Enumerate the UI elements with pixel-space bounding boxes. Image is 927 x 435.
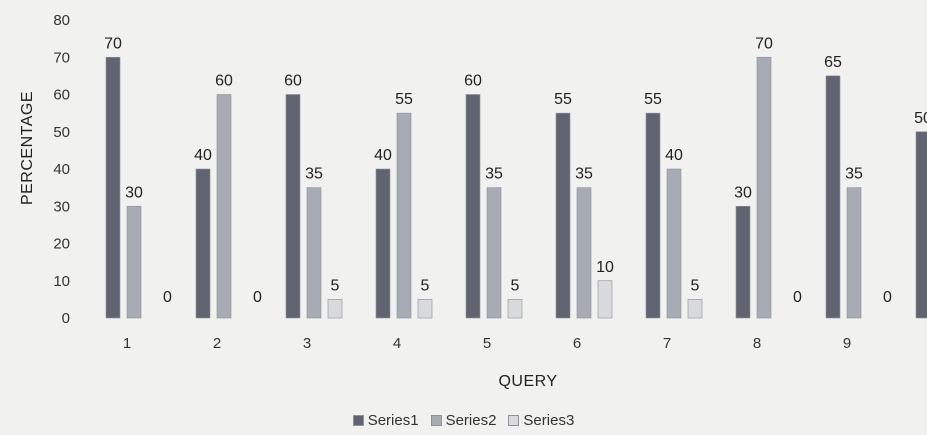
x-tick-label: 7 — [663, 335, 671, 352]
bar-series1-query-8 — [735, 205, 751, 319]
legend-label: Series2 — [445, 412, 497, 429]
bar-series2-query-3 — [306, 187, 322, 319]
data-label: 55 — [554, 91, 572, 108]
legend-swatch — [352, 415, 364, 426]
bar-series1-query-6 — [555, 112, 571, 319]
x-tick-label: 4 — [393, 335, 401, 352]
y-tick-label: 70 — [53, 49, 70, 66]
x-tick-label: 2 — [213, 335, 221, 352]
bar-series1-query-4 — [375, 168, 391, 319]
data-label: 5 — [331, 277, 340, 294]
x-tick-label: 3 — [303, 335, 311, 352]
data-labels: 7030040600603554055560355553510554053070… — [104, 35, 927, 306]
bar-series1-query-9 — [825, 75, 841, 319]
data-label: 35 — [575, 166, 593, 183]
data-label: 35 — [305, 166, 323, 183]
data-label: 70 — [755, 35, 773, 52]
x-tick-label: 8 — [753, 335, 761, 352]
data-label: 5 — [511, 277, 520, 294]
bar-series1-query-3 — [285, 94, 301, 319]
bar-series3-query-7 — [687, 299, 703, 319]
y-tick-label: 20 — [53, 236, 70, 253]
data-label: 55 — [395, 91, 413, 108]
bar-series2-query-2 — [216, 94, 232, 319]
y-tick-label: 30 — [53, 198, 70, 215]
y-axis-ticks: 0 10 20 30 40 50 60 70 80 — [53, 12, 70, 327]
bar-series2-query-9 — [846, 187, 862, 319]
data-label: 60 — [215, 73, 233, 90]
bar-series2-query-8 — [756, 56, 772, 319]
bar-series1-query-7 — [645, 112, 661, 319]
data-label: 0 — [163, 289, 172, 306]
data-label: 40 — [374, 147, 392, 164]
legend-label: Series3 — [523, 412, 575, 429]
bar-series1-query-10 — [915, 131, 927, 319]
x-axis-title: QUERY — [498, 373, 557, 390]
data-label: 60 — [464, 73, 482, 90]
bar-series2-query-4 — [396, 112, 412, 319]
data-label: 35 — [485, 166, 503, 183]
bar-series1-query-5 — [465, 94, 481, 319]
x-tick-label: 1 — [123, 335, 131, 352]
data-label: 35 — [845, 166, 863, 183]
data-label: 40 — [194, 147, 212, 164]
data-label: 30 — [125, 184, 143, 201]
data-label: 40 — [665, 147, 683, 164]
data-label: 55 — [644, 91, 662, 108]
bar-series3-query-6 — [597, 280, 613, 319]
legend-item-series1: Series1 — [352, 412, 419, 429]
bar-series3-query-5 — [507, 299, 523, 319]
bar-series2-query-7 — [666, 168, 682, 319]
data-label: 60 — [284, 73, 302, 90]
data-label: 30 — [734, 184, 752, 201]
legend-item-series2: Series2 — [430, 412, 497, 429]
data-label: 5 — [421, 277, 430, 294]
data-label: 0 — [883, 289, 892, 306]
bar-series2-query-1 — [126, 205, 142, 319]
data-label: 0 — [253, 289, 262, 306]
x-tick-label: 5 — [483, 335, 491, 352]
y-tick-label: 0 — [62, 310, 70, 327]
y-tick-label: 80 — [53, 12, 70, 29]
legend-item-series3: Series3 — [508, 412, 574, 429]
y-axis-title: PERCENTAGE — [19, 91, 36, 205]
bar-series3-query-4 — [417, 299, 433, 319]
bar-series1-query-2 — [195, 168, 211, 319]
data-label: 50 — [914, 110, 927, 127]
data-label: 70 — [104, 35, 122, 52]
bar-series3-query-3 — [327, 299, 343, 319]
legend-swatch — [508, 415, 520, 426]
x-tick-label: 6 — [573, 335, 581, 352]
y-tick-label: 10 — [53, 273, 70, 290]
y-tick-label: 60 — [53, 87, 70, 104]
legend: Series1 Series2 Series3 — [0, 412, 927, 430]
bar-series2-query-5 — [486, 187, 502, 319]
x-tick-label: 9 — [843, 335, 851, 352]
bar-series1-query-1 — [105, 56, 121, 319]
bar-series2-query-6 — [576, 187, 592, 319]
data-label: 5 — [691, 277, 700, 294]
data-label: 10 — [596, 259, 614, 276]
y-tick-label: 40 — [53, 161, 70, 178]
bars — [105, 56, 927, 319]
data-label: 0 — [793, 289, 802, 306]
x-axis-ticks: 12345678910 — [123, 335, 851, 352]
y-tick-label: 50 — [53, 124, 70, 141]
legend-label: Series1 — [367, 412, 419, 429]
legend-swatch — [430, 415, 442, 426]
data-label: 65 — [824, 54, 842, 71]
